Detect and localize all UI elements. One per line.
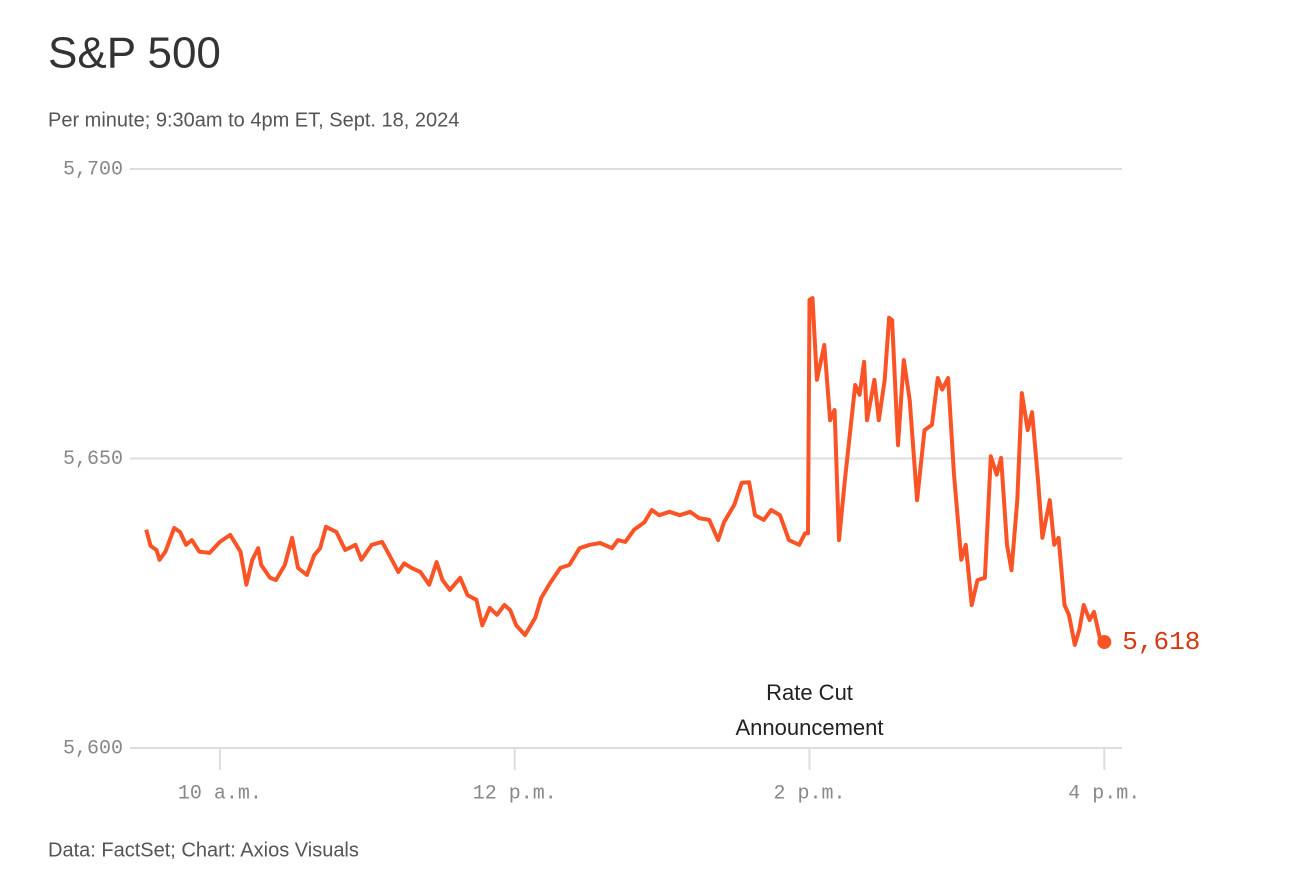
x-tick-label: 10 a.m. bbox=[178, 782, 262, 805]
chart-title: S&P 500 bbox=[48, 29, 221, 78]
end-point bbox=[1097, 635, 1112, 650]
source-note: Data: FactSet; Chart: Axios Visuals bbox=[48, 839, 359, 861]
y-tick-label: 5,650 bbox=[63, 448, 123, 471]
x-tick-label: 2 p.m. bbox=[774, 782, 846, 805]
annotation: Rate Cut bbox=[766, 680, 853, 705]
annotation: Announcement bbox=[736, 715, 884, 740]
end-value-label: 5,618 bbox=[1122, 627, 1200, 657]
price-line bbox=[144, 296, 1106, 647]
y-tick-label: 5,700 bbox=[63, 158, 123, 181]
chart-subtitle: Per minute; 9:30am to 4pm ET, Sept. 18, … bbox=[48, 109, 459, 131]
y-tick-label: 5,600 bbox=[63, 737, 123, 760]
x-tick-label: 4 p.m. bbox=[1068, 782, 1140, 805]
x-tick-label: 12 p.m. bbox=[473, 782, 557, 805]
